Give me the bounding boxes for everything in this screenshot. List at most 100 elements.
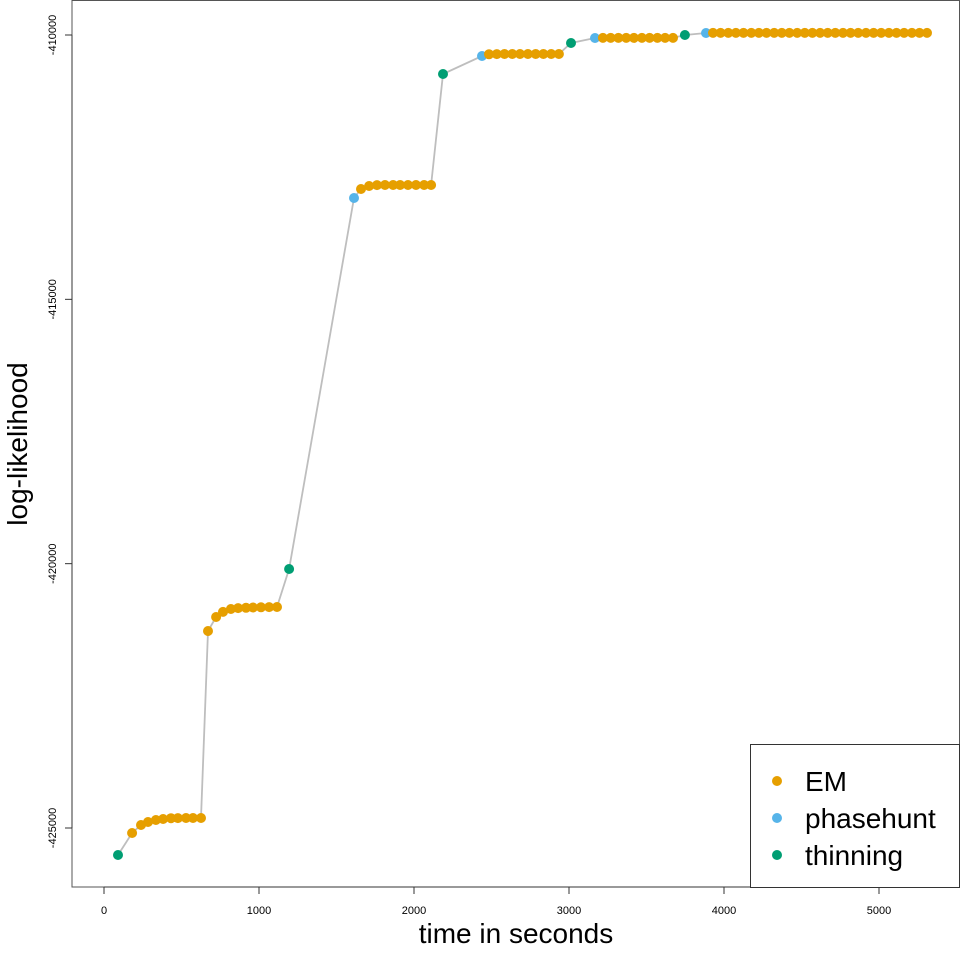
data-point-em — [364, 181, 375, 191]
data-point-em — [181, 813, 191, 823]
data-point-em — [605, 32, 616, 43]
data-point-em — [127, 828, 138, 838]
data-point-em — [883, 27, 894, 38]
data-point-em — [211, 612, 222, 622]
data-point-em — [143, 817, 153, 827]
data-point-em — [845, 27, 856, 38]
data-point-em — [530, 49, 541, 59]
data-point-em — [248, 602, 258, 613]
data-point-phasehunt — [701, 28, 711, 38]
data-point-em — [158, 814, 169, 824]
data-point-em — [628, 32, 639, 43]
data-point-em — [715, 27, 726, 38]
y-axis-title: log-likelihood — [2, 362, 33, 525]
data-point-em — [203, 626, 213, 636]
data-point-em — [218, 606, 228, 617]
data-point-em — [876, 27, 887, 38]
data-point-em — [652, 32, 663, 43]
data-point-em — [730, 27, 741, 38]
data-point-em — [891, 27, 902, 38]
x-tick-label: 5000 — [867, 905, 891, 917]
data-point-em — [830, 27, 841, 38]
data-point-em — [708, 27, 718, 38]
x-tick-label: 4000 — [712, 905, 736, 917]
y-tick-label: -425000 — [47, 808, 59, 848]
legend-marker-phasehunt — [772, 813, 782, 823]
data-point-em — [668, 32, 678, 43]
data-point-em — [807, 27, 818, 38]
y-tick-label: -420000 — [47, 544, 59, 584]
data-point-em — [815, 27, 826, 38]
data-point-em — [491, 49, 502, 60]
data-point-em — [746, 27, 757, 38]
data-point-em — [853, 27, 864, 38]
data-point-em — [753, 27, 764, 38]
data-point-em — [522, 49, 533, 59]
data-point-em — [738, 27, 749, 38]
legend: EM phasehunt thinning — [750, 744, 960, 888]
data-point-em — [538, 49, 549, 59]
data-point-em — [899, 27, 910, 38]
legend-marker-em — [772, 776, 782, 786]
y-tick-label: -410000 — [47, 15, 59, 55]
legend-entries: EM phasehunt thinning — [772, 766, 936, 871]
legend-label-thinning: thinning — [805, 840, 903, 871]
data-point-em — [188, 813, 198, 823]
data-point-em — [419, 180, 430, 190]
data-point-em — [723, 27, 734, 38]
x-tick-label: 1000 — [247, 905, 271, 917]
data-point-thinning — [284, 564, 295, 574]
data-point-em — [914, 27, 925, 38]
data-point-thinning — [438, 69, 448, 79]
legend-box — [750, 744, 960, 888]
data-point-em — [636, 32, 647, 43]
data-point-em — [792, 27, 803, 38]
data-point-em — [861, 27, 871, 38]
data-point-em — [515, 49, 525, 59]
data-point-em — [272, 602, 282, 612]
data-point-em — [264, 602, 275, 613]
legend-marker-thinning — [772, 850, 782, 860]
data-point-em — [380, 180, 390, 190]
legend-label-phasehunt: phasehunt — [805, 803, 936, 834]
data-point-em — [644, 32, 655, 43]
data-point-em — [196, 813, 206, 823]
data-point-em — [241, 602, 251, 613]
data-point-em — [822, 27, 833, 38]
x-tick-label: 3000 — [557, 905, 581, 917]
y-axis: -425000 -420000 -415000 -410000 — [47, 15, 73, 848]
data-point-em — [233, 603, 244, 614]
data-point-em — [395, 180, 406, 190]
data-point-em — [906, 27, 917, 38]
data-point-em — [776, 27, 787, 38]
data-point-em — [172, 813, 183, 824]
x-axis: 0 1000 2000 3000 4000 5000 — [101, 886, 891, 917]
x-tick-label: 0 — [101, 905, 107, 917]
legend-label-em: EM — [805, 766, 847, 797]
x-tick-label: 2000 — [402, 905, 426, 917]
data-point-phasehunt — [349, 193, 359, 203]
y-tick-label: -415000 — [47, 279, 59, 319]
data-point-em — [761, 27, 772, 38]
data-point-em — [546, 49, 557, 59]
data-point-em — [769, 27, 780, 38]
data-point-em — [411, 180, 421, 190]
data-point-thinning — [679, 30, 690, 40]
data-point-thinning — [566, 38, 576, 48]
data-point-em — [403, 180, 413, 190]
points-layer — [113, 27, 932, 860]
data-point-em — [484, 49, 494, 60]
data-point-em — [256, 602, 266, 613]
data-point-em — [499, 49, 510, 59]
data-point-em — [621, 32, 632, 43]
data-point-thinning — [113, 850, 123, 860]
data-point-em — [784, 27, 795, 38]
data-point-em — [426, 180, 437, 190]
data-point-em — [507, 49, 518, 59]
data-point-em — [799, 27, 810, 38]
data-point-em — [388, 180, 399, 190]
data-point-em — [356, 184, 366, 194]
data-point-em — [613, 32, 624, 43]
data-point-em — [868, 27, 879, 38]
